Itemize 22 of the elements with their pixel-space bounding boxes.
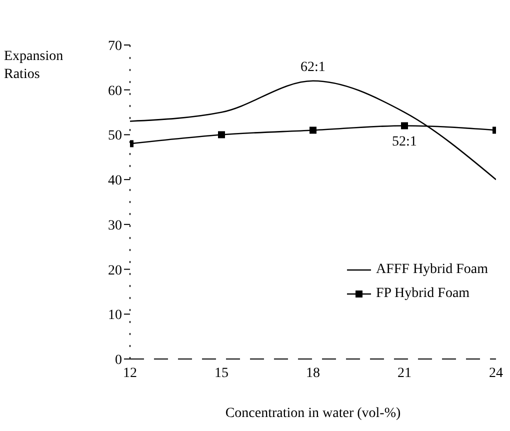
x-tick-label: 21 xyxy=(398,366,412,381)
point xyxy=(310,126,316,134)
x-tick-label: 15 xyxy=(214,366,228,381)
legend-label: FP Hybrid Foam xyxy=(376,285,470,303)
y-tick-label: 20 xyxy=(108,263,122,278)
y-tick-label: 10 xyxy=(108,308,122,324)
y-tick-label: 50 xyxy=(108,128,122,144)
y-axis-title: Expansion Ratios xyxy=(4,48,64,84)
x-tick-label: 12 xyxy=(123,366,137,381)
x-tick-label: 18 xyxy=(306,366,320,381)
point xyxy=(401,122,408,130)
point xyxy=(218,131,225,138)
y-tick-label: 70 xyxy=(108,38,122,54)
y-tick-label: 0 xyxy=(115,352,122,368)
y-tick-label: 30 xyxy=(108,218,122,234)
x-axis-title: Concentration in water (vol-%) xyxy=(225,406,401,421)
y-tick-label: 40 xyxy=(108,174,122,189)
annotation: 52:1 xyxy=(392,134,417,150)
y-tick-label: 60 xyxy=(108,84,122,99)
x-tick-label: 24 xyxy=(489,366,503,381)
legend-label: AFFF Hybrid Foam xyxy=(376,261,488,279)
annotation: 62:1 xyxy=(300,60,326,75)
